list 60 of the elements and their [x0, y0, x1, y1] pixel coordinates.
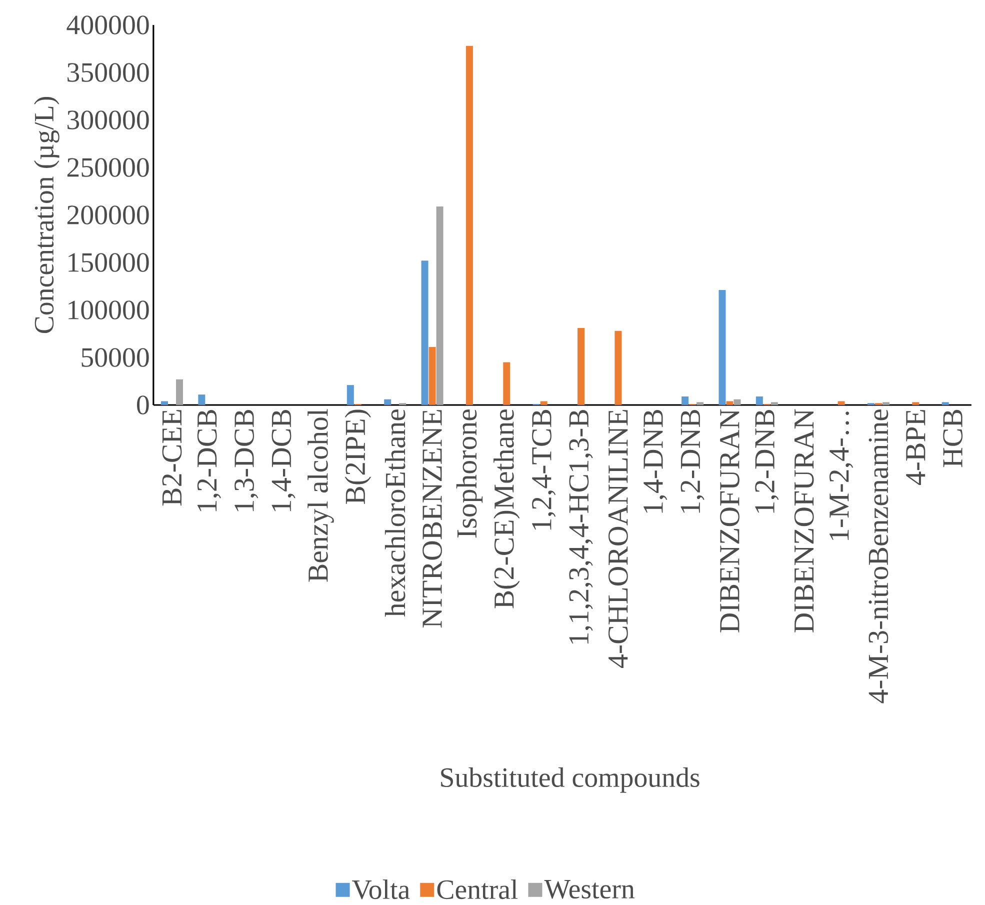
bar [726, 401, 734, 405]
bar [161, 401, 168, 405]
bar [503, 362, 510, 405]
x-tick-label: NITROBENZENE [422, 410, 442, 628]
bar [942, 402, 949, 405]
x-tick-label: 1,2-DCB [197, 410, 221, 512]
x-tick-label: 1,2-DNB [755, 410, 779, 513]
bar [882, 402, 890, 405]
bar [734, 399, 741, 405]
bar [912, 402, 920, 405]
x-tick-label: hexachloroEthane [384, 409, 406, 617]
bar [198, 394, 206, 405]
x-axis-title: Substituted compounds [441, 767, 700, 793]
x-tick-label: B(2-CE)Methane [494, 410, 520, 608]
bar [384, 399, 392, 405]
y-tick-label: 100000 [68, 300, 149, 320]
x-tick-label: DIBENZOFURAN [720, 409, 740, 632]
bar [578, 328, 585, 405]
bar [838, 401, 845, 405]
bar [718, 290, 726, 405]
x-tick-label: 4-CHLOROANILINE [608, 410, 628, 668]
bar [346, 385, 354, 405]
y-tick-label: 150000 [68, 253, 149, 272]
x-tick-label: 1,3-DCB [234, 410, 258, 512]
bar [428, 347, 436, 405]
legend-label: Western [544, 880, 634, 899]
x-tick-label: HCB [943, 410, 963, 468]
x-tick-label: B(2IPE) [344, 410, 372, 504]
x-tick-label: DIBENZOFURAN [794, 409, 814, 632]
x-tick-label: 1,4-DCB [272, 410, 296, 512]
x-tick-label: Isophorone [456, 410, 483, 538]
y-tick-label: 350000 [68, 63, 149, 82]
bar [540, 401, 548, 405]
x-tick-label: B2-CEE [162, 410, 182, 506]
x-tick-label: 4-BPE [906, 410, 926, 486]
x-tick-label: 1,4-DNB [644, 410, 668, 513]
x-tick-label: Benzyl alcohol [308, 409, 334, 582]
bar [756, 396, 763, 405]
x-tick-label: 4-M-3-nitroBenzenamine [868, 409, 888, 704]
y-tick-label: 200000 [67, 206, 149, 224]
bar [436, 206, 444, 405]
bar [466, 46, 473, 405]
y-tick-label: 50000 [82, 348, 149, 367]
y-tick-label: 300000 [68, 110, 149, 130]
bar [176, 379, 183, 405]
bar [696, 402, 704, 405]
bar [421, 260, 428, 405]
y-tick-label: 0 [137, 396, 149, 414]
x-tick-label: 1,2,4-TCB [532, 410, 556, 530]
legend-label: Volta [352, 879, 410, 900]
y-tick-label: 400000 [66, 16, 149, 34]
x-tick-label: 1-M-2,4-… [830, 412, 854, 540]
bar [770, 402, 778, 405]
bar [682, 396, 689, 405]
legend-label: Central [437, 879, 518, 900]
y-tick-label: 250000 [67, 158, 149, 177]
x-tick-label: 1,2-DNB [680, 410, 704, 513]
x-tick-label: 1,1,2,3,4,4-HC1,3-B [569, 410, 593, 644]
bar [614, 330, 622, 405]
y-axis-title: Concentration (µg/L) [34, 97, 60, 334]
